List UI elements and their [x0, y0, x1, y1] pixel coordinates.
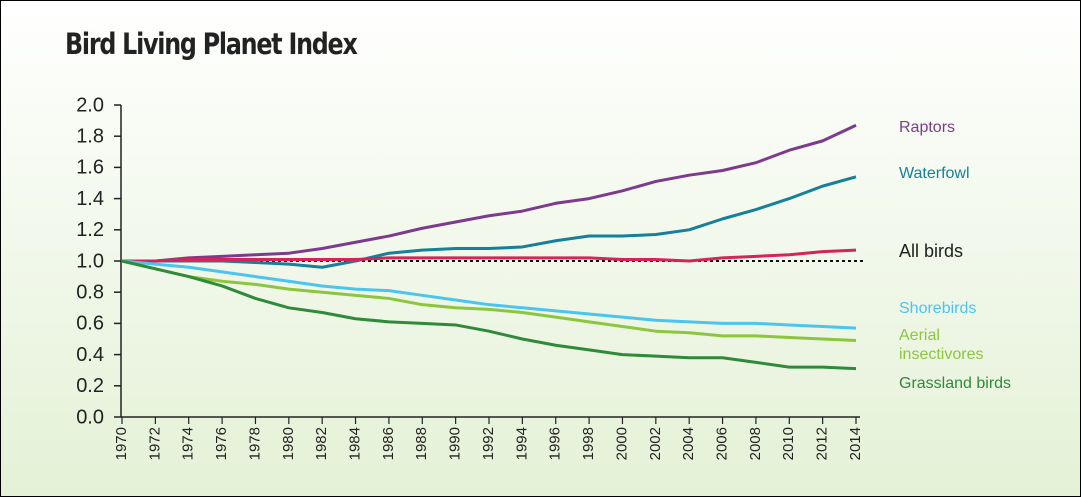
x-tick-label: 1998 [580, 427, 597, 460]
series-line [122, 175, 857, 269]
x-tick-label: 1992 [480, 427, 497, 460]
series-label: Shorebirds [899, 300, 977, 317]
x-tick-label: 1990 [447, 427, 464, 460]
y-tick-label: 0.6 [76, 313, 104, 335]
series-line [121, 259, 857, 330]
series-line [121, 259, 857, 343]
x-tick-label: 1986 [380, 427, 397, 460]
series-label: Raptors [899, 119, 956, 136]
x-tick-label: 1984 [347, 427, 364, 460]
y-tick-label: 1.6 [76, 157, 104, 179]
series-label: Aerial insectivores [899, 327, 984, 363]
series-label: Grassland birds [899, 375, 1012, 392]
y-tick-label: 0.0 [76, 406, 104, 428]
x-tick-label: 1994 [513, 427, 530, 460]
x-tick-label: 2012 [814, 427, 831, 460]
y-tick-label: 1.4 [76, 188, 104, 210]
x-tick-label: 2004 [680, 427, 697, 460]
x-tick-label: 2002 [647, 427, 664, 460]
x-tick-label: 1988 [413, 427, 430, 460]
x-tick-label: 1982 [313, 427, 330, 460]
x-tick-label: 2000 [613, 427, 630, 460]
y-tick-label: 1.2 [76, 219, 104, 241]
y-tick-label: 1.8 [76, 125, 104, 147]
x-tick-label: 1972 [146, 427, 163, 460]
y-tick-label: 0.4 [76, 344, 104, 366]
y-tick-label: 1.0 [76, 250, 104, 272]
chart-title: Bird Living Planet Index [65, 27, 358, 61]
x-tick-label: 2010 [780, 427, 797, 460]
x-tick-label: 1978 [246, 427, 263, 460]
x-tick-label: 1970 [113, 427, 130, 460]
x-tick-label: 1996 [547, 427, 564, 460]
series-line [122, 123, 857, 263]
x-tick-label: 1974 [180, 427, 197, 460]
series-label: All birds [899, 241, 964, 261]
series-line [122, 248, 857, 263]
series-line [121, 259, 857, 371]
y-tick-label: 0.8 [76, 281, 104, 303]
x-tick-label: 1976 [213, 427, 230, 460]
series-label: Waterfowl [899, 165, 970, 182]
x-tick-label: 2008 [747, 427, 764, 460]
x-tick-label: 1980 [280, 427, 297, 460]
x-tick-label: 2014 [847, 427, 864, 460]
y-tick-label: 2.0 [76, 94, 104, 116]
x-tick-label: 2006 [714, 427, 731, 460]
y-tick-label: 0.2 [76, 375, 104, 397]
